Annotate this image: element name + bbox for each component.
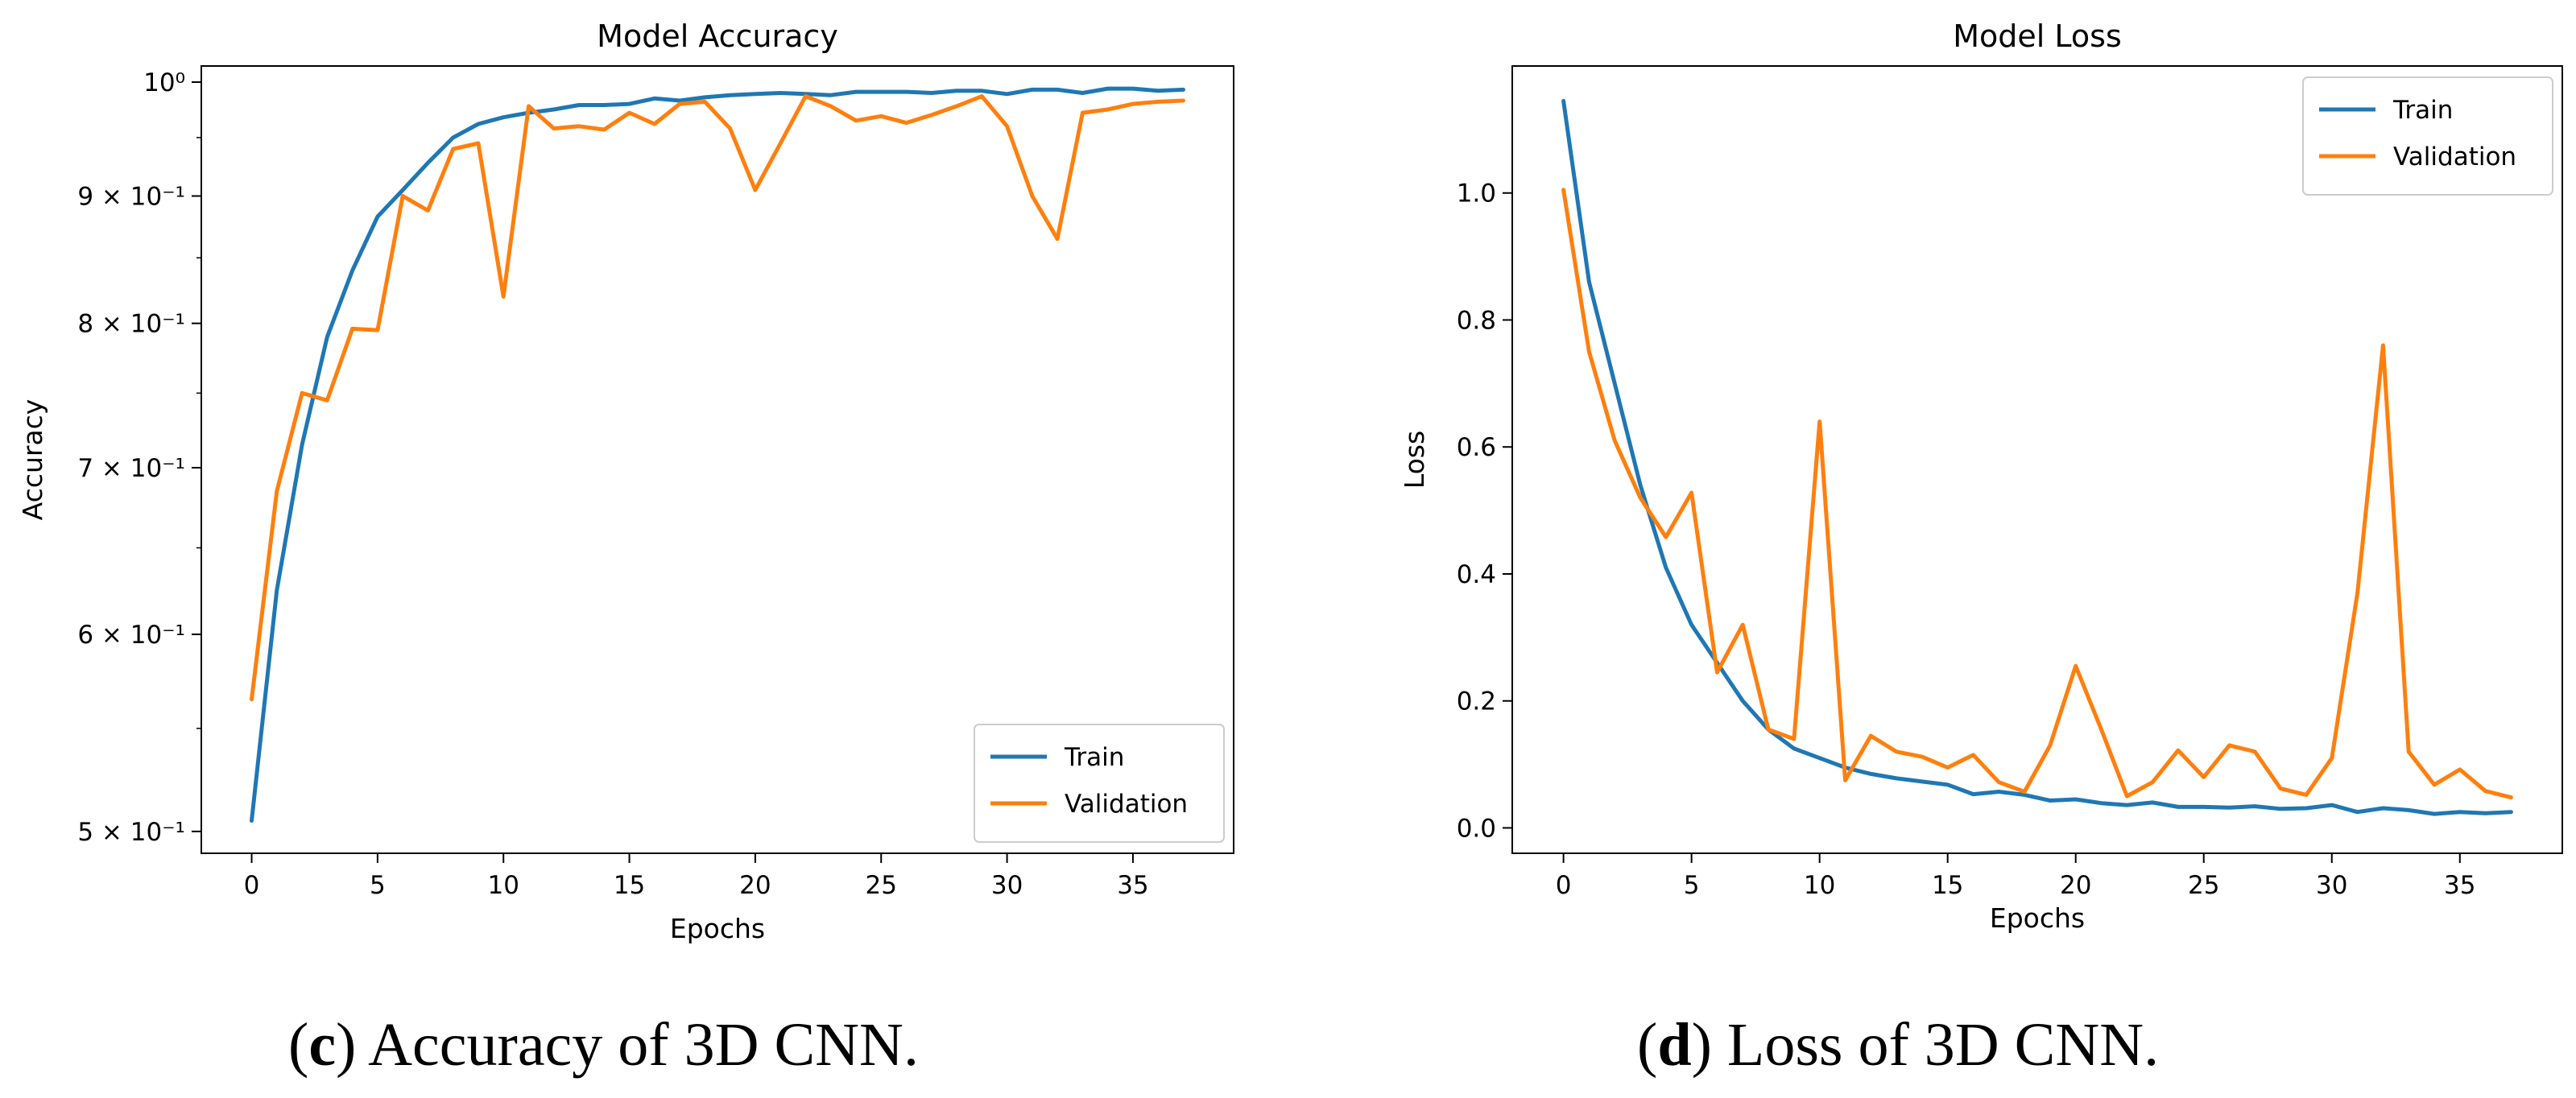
chart-2-x-tick-label-30: 30 <box>2316 871 2347 900</box>
caption-loss-letter: d <box>1657 1011 1692 1079</box>
chart-2-y-tick-label-1: 0.2 <box>1457 687 1496 716</box>
chart-1-legend-label-validation: Validation <box>1065 790 1188 819</box>
chart-2-x-tick-label-20: 20 <box>2060 871 2091 900</box>
chart-2-legend-box <box>2302 76 2553 196</box>
chart-1-y-axis-label: Accuracy <box>17 399 48 521</box>
chart-2-x-tick-label-10: 10 <box>1804 871 1835 900</box>
chart-1-legend-box <box>974 724 1225 843</box>
chart-2-y-tick-label-4: 0.8 <box>1457 306 1496 335</box>
chart-1-legend-label-train: Train <box>1064 743 1124 772</box>
chart-2-y-tick-label-3: 0.6 <box>1457 433 1496 462</box>
chart-1-y-tick-label-3: 8 × 10⁻¹ <box>77 310 185 339</box>
caption-loss: (d) Loss of 3D CNN. <box>1637 1011 2160 1079</box>
chart-2-x-tick-label-25: 25 <box>2188 871 2219 900</box>
caption-loss-text: ) Loss of 3D CNN. <box>1691 1011 2160 1079</box>
chart-1-x-tick-label-15: 15 <box>614 871 645 900</box>
chart-1-x-tick-label-30: 30 <box>991 871 1023 900</box>
chart-2-y-tick-label-0: 0.0 <box>1457 814 1496 843</box>
chart-1-series-train <box>250 86 1185 823</box>
chart-2-x-axis-label: Epochs <box>1990 902 2085 934</box>
chart-1-y-tick-label-0: 5 × 10⁻¹ <box>77 818 185 847</box>
chart-1-x-tick-label-20: 20 <box>739 871 771 900</box>
chart-1-x-tick-label-25: 25 <box>866 871 897 900</box>
chart-2-series-validation <box>1561 188 2513 800</box>
chart-1-series-validation <box>250 94 1185 702</box>
chart-2-y-tick-label-5: 1.0 <box>1457 180 1496 208</box>
chart-2-x-tick-label-0: 0 <box>1556 871 1572 900</box>
chart-2-y-axis-label: Loss <box>1399 431 1430 489</box>
chart-1-y-tick-label-5: 10⁰ <box>143 68 185 97</box>
chart-1-x-tick-label-0: 0 <box>244 871 260 900</box>
chart-1-x-axis-label: Epochs <box>670 913 765 944</box>
chart-2-legend-label-validation: Validation <box>2393 142 2516 171</box>
undefined-title: Model Loss <box>1953 19 2122 54</box>
chart-1-y-tick-label-2: 7 × 10⁻¹ <box>77 454 185 483</box>
chart-1-y-tick-label-4: 9 × 10⁻¹ <box>77 182 185 211</box>
chart-1-y-tick-label-1: 6 × 10⁻¹ <box>77 621 185 650</box>
chart-2-x-tick-label-5: 5 <box>1684 871 1700 900</box>
chart-1-plot-frame <box>201 65 1234 854</box>
chart-1-x-tick-label-5: 5 <box>370 871 386 900</box>
undefined-title: Model Accuracy <box>597 19 838 54</box>
caption-accuracy-letter: c <box>308 1011 337 1079</box>
caption-accuracy-text: ) Accuracy of 3D CNN. <box>336 1011 919 1079</box>
chart-2-legend-label-train: Train <box>2392 96 2453 125</box>
chart-2-series-train <box>1561 98 2513 816</box>
chart-2-x-tick-label-15: 15 <box>1932 871 1963 900</box>
chart-2-x-tick-label-35: 35 <box>2444 871 2475 900</box>
chart-1-x-tick-label-10: 10 <box>487 871 519 900</box>
chart-1-x-tick-label-35: 35 <box>1117 871 1148 900</box>
caption-accuracy: (c) Accuracy of 3D CNN. <box>288 1011 919 1079</box>
chart-2-y-tick-label-2: 0.4 <box>1457 560 1496 589</box>
chart-2-plot-frame <box>1511 65 2563 854</box>
